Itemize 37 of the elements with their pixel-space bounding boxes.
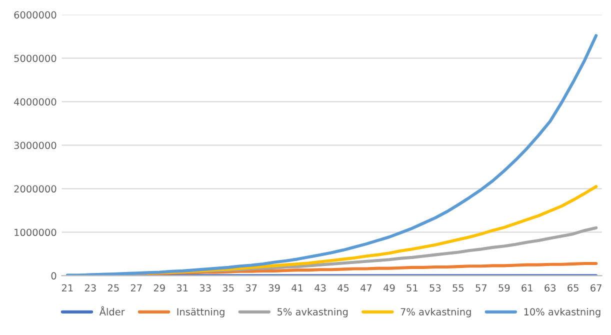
legend-label: Ålder — [99, 306, 125, 316]
x-tick-label: 67 — [590, 284, 602, 292]
x-tick-label: 25 — [108, 284, 119, 292]
x-tick-label: 53 — [430, 284, 441, 292]
x-tick-label: 37 — [246, 284, 257, 292]
x-tick-label: 57 — [476, 284, 487, 292]
legend-label: 5% avkastning — [278, 308, 348, 318]
x-tick-label: 43 — [314, 284, 326, 292]
x-tick-label: 45 — [338, 284, 349, 292]
x-tick-label: 21 — [62, 284, 73, 292]
legend-label: Insättning — [177, 308, 224, 318]
x-tick-label: 55 — [452, 284, 464, 292]
x-tick-label: 49 — [384, 284, 395, 292]
x-tick-label: 29 — [154, 284, 165, 292]
y-tick-label: 2000000 — [14, 185, 56, 193]
y-tick-label: 5000000 — [14, 54, 56, 62]
legend-label: 7% avkastning — [400, 308, 471, 318]
x-tick-label: 63 — [544, 284, 556, 292]
x-tick-label: 65 — [568, 284, 578, 292]
y-tick-label: 0 — [51, 272, 56, 280]
y-tick-label: 3000000 — [14, 142, 56, 150]
y-tick-label: 1000000 — [14, 228, 56, 236]
x-tick-label: 41 — [292, 284, 303, 292]
y-tick-label: 6000000 — [14, 11, 56, 19]
x-tick-label: 31 — [176, 284, 188, 292]
x-tick-label: 35 — [222, 284, 234, 292]
x-tick-label: 39 — [268, 284, 280, 292]
x-tick-label: 59 — [498, 284, 510, 292]
x-tick-label: 27 — [130, 284, 142, 292]
x-tick-label: 33 — [200, 284, 211, 292]
y-tick-label: 4000000 — [14, 98, 56, 106]
x-tick-label: 51 — [406, 284, 418, 292]
x-tick-label: 61 — [522, 284, 532, 292]
line-series — [66, 34, 598, 276]
x-tick-label: 47 — [360, 284, 372, 292]
legend-label: 10% avkastning — [524, 308, 600, 318]
x-tick-label: 23 — [84, 284, 96, 292]
